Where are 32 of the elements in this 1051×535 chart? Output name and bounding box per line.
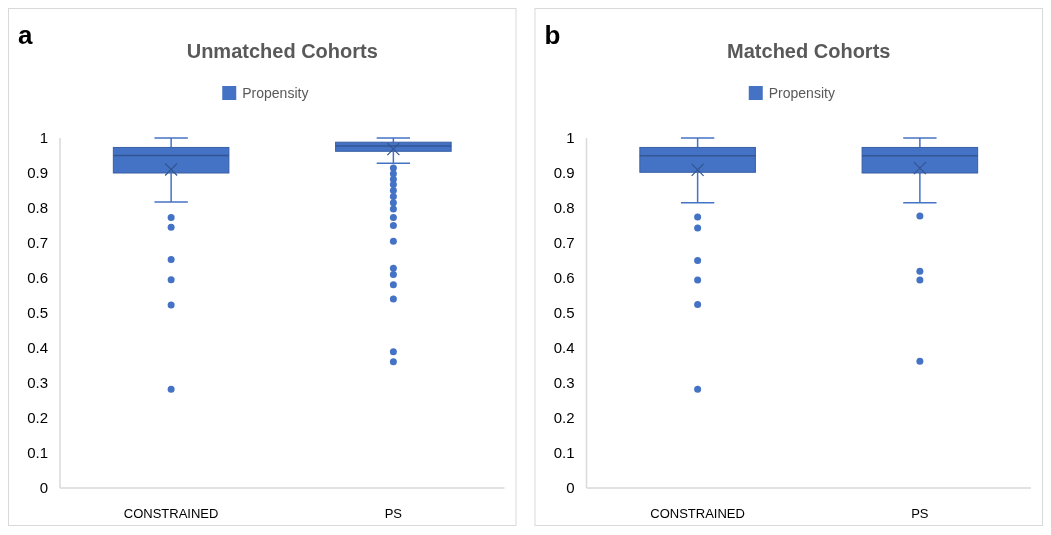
y-tick-label: 0.7 [553, 234, 575, 251]
y-tick-label: 0.8 [553, 199, 575, 216]
y-tick-label: 0.5 [553, 304, 575, 321]
x-tick-label: PS [384, 506, 403, 521]
legend-label: Propensity [768, 85, 835, 101]
y-tick-label: 0.8 [27, 199, 48, 216]
y-tick-label: 0.3 [553, 374, 575, 391]
text: b [544, 20, 561, 50]
text: a [18, 20, 33, 50]
y-tick-label: 0.2 [27, 409, 48, 426]
x-tick-label: CONSTRAINED [123, 506, 219, 521]
chart-title: Matched Cohorts [727, 40, 891, 62]
chart-title: Unmatched Cohorts [186, 40, 378, 62]
y-tick-label: 0.1 [27, 444, 48, 461]
y-tick-label: 0.6 [553, 269, 575, 286]
y-tick-label: 0.6 [27, 269, 48, 286]
y-tick-label: 0.4 [27, 339, 48, 356]
y-tick-label: 0.4 [553, 339, 575, 356]
x-tick-label: CONSTRAINED [650, 506, 745, 521]
y-tick-label: 1 [39, 129, 48, 146]
legend-label: Propensity [242, 85, 309, 101]
y-tick-label: 0 [39, 479, 48, 496]
y-tick-label: 0.2 [553, 409, 575, 426]
x-tick-label: PS [911, 506, 929, 521]
y-tick-label: 0 [566, 479, 575, 496]
y-tick-label: 0.3 [27, 374, 48, 391]
y-tick-label: 0.5 [27, 304, 48, 321]
y-tick-label: 0.1 [553, 444, 575, 461]
y-tick-label: 0.9 [27, 164, 48, 181]
y-tick-label: 0.7 [27, 234, 48, 251]
y-tick-label: 1 [566, 129, 575, 146]
y-tick-label: 0.9 [553, 164, 575, 181]
